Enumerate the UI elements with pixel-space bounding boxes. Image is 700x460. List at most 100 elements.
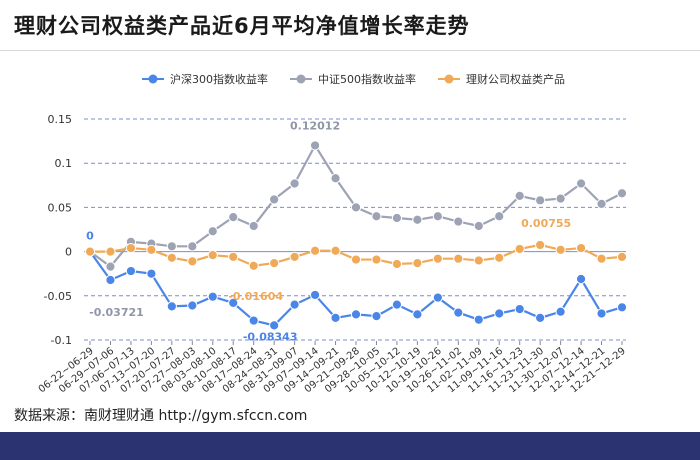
data-point[interactable] xyxy=(412,257,423,269)
data-point[interactable] xyxy=(105,274,116,286)
legend-label[interactable]: 理财公司权益类产品 xyxy=(466,72,565,86)
data-point[interactable] xyxy=(596,198,607,209)
data-point[interactable] xyxy=(535,312,546,323)
data-point[interactable] xyxy=(248,220,259,232)
data-point[interactable] xyxy=(616,251,628,263)
data-point[interactable] xyxy=(84,246,96,257)
data-point[interactable] xyxy=(289,299,300,310)
data-point[interactable] xyxy=(494,308,505,319)
data-point[interactable] xyxy=(494,211,505,222)
data-point[interactable] xyxy=(432,211,443,222)
data-point[interactable] xyxy=(535,195,546,206)
data-point[interactable] xyxy=(616,188,628,199)
data-point[interactable] xyxy=(371,254,382,265)
data-point[interactable] xyxy=(473,220,484,232)
data-point[interactable] xyxy=(187,256,198,267)
data-point[interactable] xyxy=(248,260,259,271)
data-point[interactable] xyxy=(575,242,587,254)
data-point[interactable] xyxy=(494,252,505,263)
data-point[interactable] xyxy=(269,257,280,269)
data-point[interactable] xyxy=(125,242,137,254)
data-point[interactable] xyxy=(289,251,300,263)
data-point[interactable] xyxy=(330,312,341,323)
data-point[interactable] xyxy=(371,311,382,322)
data-point[interactable] xyxy=(330,245,341,256)
data-point[interactable] xyxy=(555,193,566,204)
data-point[interactable] xyxy=(330,173,341,184)
data-point[interactable] xyxy=(309,289,321,301)
data-point[interactable] xyxy=(166,241,177,252)
data-point[interactable] xyxy=(616,302,628,313)
chart-grid xyxy=(84,118,626,341)
data-point[interactable] xyxy=(105,246,116,257)
data-label: 0.00755 xyxy=(521,217,571,230)
data-point[interactable] xyxy=(146,244,157,255)
title-divider xyxy=(0,50,700,51)
data-point[interactable] xyxy=(166,301,177,312)
legend-label[interactable]: 沪深300指数收益率 xyxy=(170,72,268,86)
data-point[interactable] xyxy=(187,300,198,311)
legend-swatch-marker xyxy=(148,74,158,84)
data-point[interactable] xyxy=(289,178,300,189)
data-point[interactable] xyxy=(535,239,546,251)
data-point[interactable] xyxy=(248,315,259,326)
data-label: 0 xyxy=(86,230,94,243)
data-point[interactable] xyxy=(207,291,218,302)
data-point[interactable] xyxy=(166,252,177,263)
line-chart: 沪深300指数收益率 中证500指数收益率 理财公司权益类产品 0.15 0.1 0.0… xyxy=(37,72,628,395)
y-tick-label: -0.05 xyxy=(44,290,72,303)
data-point[interactable] xyxy=(473,255,484,266)
data-point[interactable] xyxy=(269,194,280,205)
data-point[interactable] xyxy=(371,211,382,222)
data-point[interactable] xyxy=(228,251,239,263)
data-point[interactable] xyxy=(391,258,403,270)
chart-legend: 沪深300指数收益率 中证500指数收益率 理财公司权益类产品 xyxy=(142,72,565,86)
data-point[interactable] xyxy=(207,250,218,261)
data-point[interactable] xyxy=(412,214,423,225)
y-tick-label: 0.05 xyxy=(48,201,73,214)
data-point[interactable] xyxy=(146,268,157,279)
data-point[interactable] xyxy=(555,306,566,317)
data-point[interactable] xyxy=(596,253,607,264)
data-point[interactable] xyxy=(309,140,321,151)
data-point[interactable] xyxy=(350,202,362,213)
data-point[interactable] xyxy=(207,226,218,237)
data-point[interactable] xyxy=(350,309,362,320)
data-point[interactable] xyxy=(391,299,403,310)
data-point[interactable] xyxy=(596,308,607,319)
data-label: 0.12012 xyxy=(290,119,340,132)
y-tick-label: 0.15 xyxy=(48,113,73,126)
data-point[interactable] xyxy=(391,212,403,224)
data-point[interactable] xyxy=(228,212,239,223)
data-point[interactable] xyxy=(473,314,484,325)
data-label: -0.01604 xyxy=(228,290,283,303)
data-point[interactable] xyxy=(514,190,525,202)
data-point[interactable] xyxy=(269,320,280,331)
data-point[interactable] xyxy=(228,297,239,308)
data-point[interactable] xyxy=(555,244,566,255)
data-point[interactable] xyxy=(125,265,137,277)
data-point[interactable] xyxy=(514,243,525,255)
data-point[interactable] xyxy=(309,245,321,256)
legend-label[interactable]: 中证500指数收益率 xyxy=(318,72,416,86)
y-tick-label: 0.1 xyxy=(55,157,73,170)
data-point[interactable] xyxy=(453,307,464,318)
data-point[interactable] xyxy=(350,254,362,265)
y-axis-ticks: 0.15 0.1 0.05 0 -0.05 -0.1 xyxy=(44,113,72,347)
y-tick-label: -0.1 xyxy=(51,334,72,347)
data-source-note: 数据来源：南财理财通 http://gym.sfccn.com xyxy=(14,408,308,424)
data-point[interactable] xyxy=(187,241,198,252)
data-point[interactable] xyxy=(432,292,443,303)
legend-swatch-marker xyxy=(296,74,306,84)
x-axis-ticks: 06-22~06-2906-29~07-0607-06~07-1307-13~0… xyxy=(37,341,628,395)
data-point[interactable] xyxy=(575,273,587,285)
data-point[interactable] xyxy=(514,303,525,315)
data-point[interactable] xyxy=(453,216,464,227)
chart-series xyxy=(84,140,628,331)
data-point[interactable] xyxy=(575,178,587,189)
data-point[interactable] xyxy=(432,253,443,264)
data-point[interactable] xyxy=(453,253,464,264)
data-point[interactable] xyxy=(412,309,423,320)
data-point[interactable] xyxy=(105,261,116,272)
legend-swatch-marker xyxy=(444,74,454,84)
